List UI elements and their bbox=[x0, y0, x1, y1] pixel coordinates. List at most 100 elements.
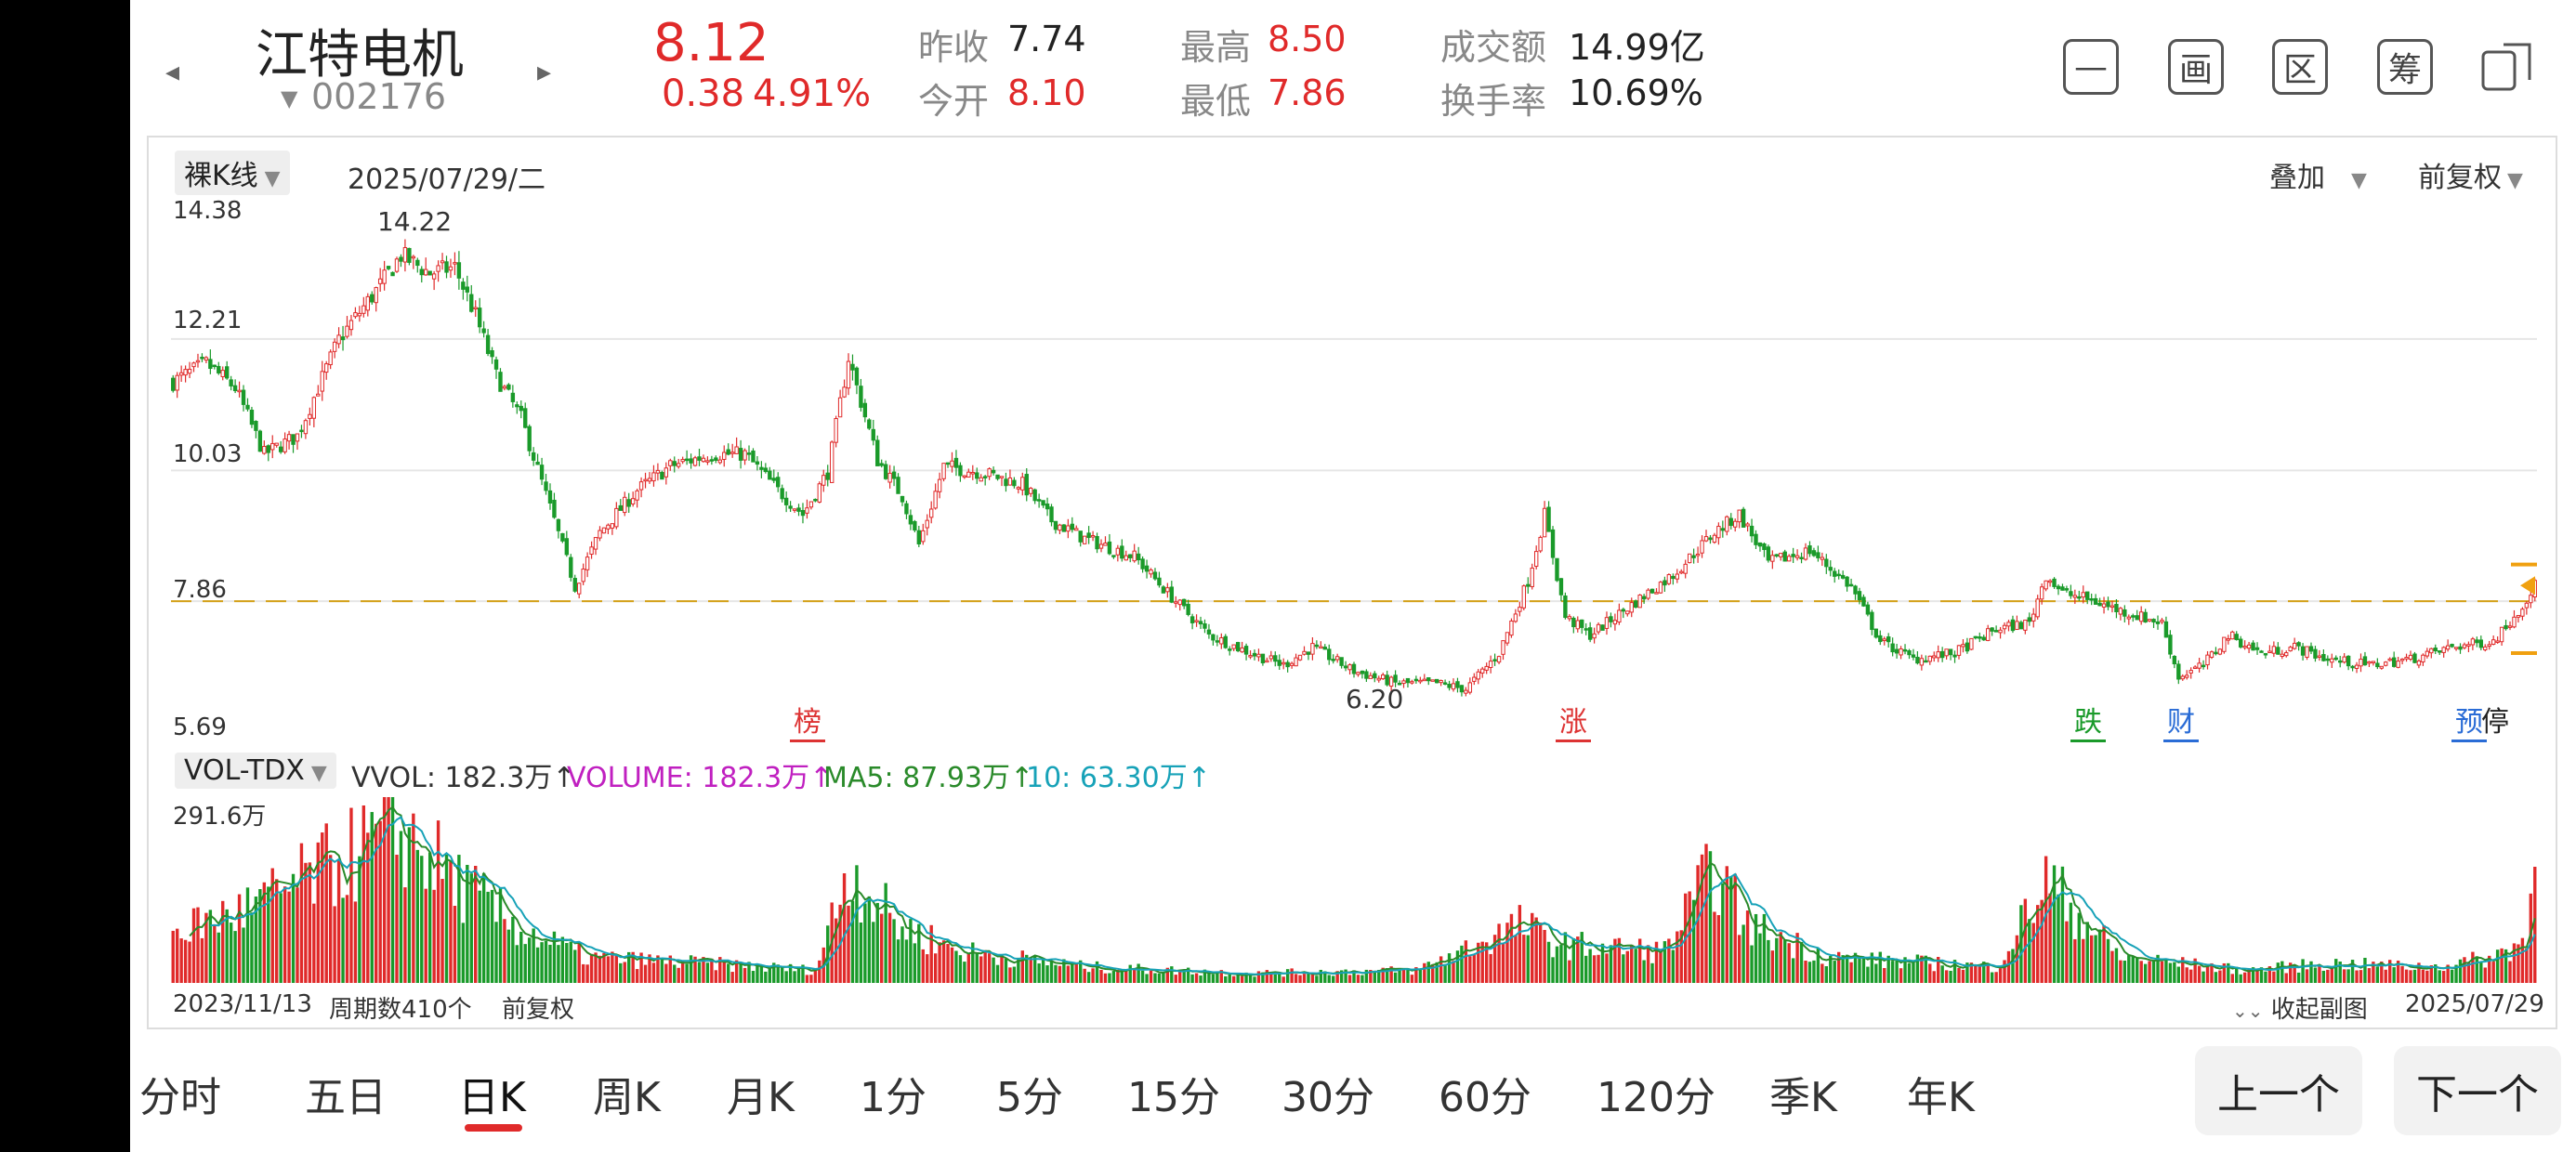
zone-icon[interactable]: 区 bbox=[2272, 39, 2328, 95]
volume-bar bbox=[1691, 899, 1696, 983]
volume-bar bbox=[1555, 946, 1559, 983]
candle-body bbox=[630, 498, 636, 504]
volume-bar bbox=[1551, 957, 1555, 983]
volume-bar bbox=[685, 963, 689, 983]
tab-3[interactable]: 周K bbox=[593, 1074, 661, 1121]
adjust-select[interactable]: 前复权 ▼ bbox=[2418, 162, 2523, 194]
volume-bar bbox=[1663, 941, 1667, 983]
collapse-sub-chart[interactable]: ⌄⌄ 收起副图 bbox=[2232, 990, 2368, 1025]
volume-bar bbox=[2504, 949, 2508, 983]
volume-bar bbox=[2239, 974, 2242, 983]
volume-bar bbox=[2048, 893, 2052, 983]
volume-bar bbox=[1965, 962, 1969, 983]
tab-0[interactable]: 分时 bbox=[139, 1074, 221, 1121]
candle-body bbox=[2450, 644, 2454, 648]
volume-bar bbox=[2028, 919, 2031, 983]
volume-bar bbox=[407, 827, 412, 983]
candle-body bbox=[2507, 625, 2513, 628]
device-switch-icon[interactable] bbox=[2479, 39, 2535, 95]
marker-limit-up[interactable]: 涨 bbox=[1556, 706, 1591, 742]
candle-body bbox=[1542, 507, 1547, 538]
chips-icon[interactable]: 筹 bbox=[2377, 39, 2433, 95]
volume-bar bbox=[1393, 972, 1398, 983]
tab-7[interactable]: 15分 bbox=[1127, 1074, 1220, 1121]
candle-body bbox=[493, 359, 499, 370]
candle-body bbox=[1360, 670, 1365, 674]
volume-bar bbox=[1248, 975, 1253, 983]
marker-suspend[interactable]: 停 bbox=[2481, 706, 2509, 739]
ma10-value: 10: 63.30万↑ bbox=[1026, 762, 1211, 794]
minimize-icon[interactable]: — bbox=[2063, 39, 2119, 95]
volume-bar bbox=[2392, 967, 2396, 983]
tab-1[interactable]: 五日 bbox=[305, 1074, 387, 1121]
tab-11[interactable]: 季K bbox=[1769, 1074, 1837, 1121]
volume-bar bbox=[2441, 971, 2446, 983]
tab-8[interactable]: 30分 bbox=[1281, 1074, 1374, 1121]
volume-bar bbox=[1086, 972, 1091, 983]
volume-bar bbox=[1032, 955, 1037, 983]
kline-type-select[interactable]: 裸K线 ▼ bbox=[175, 151, 290, 195]
volume-bar bbox=[759, 964, 764, 983]
volume-bar bbox=[2425, 970, 2429, 983]
candle-body bbox=[887, 472, 892, 483]
volume-bar bbox=[250, 912, 254, 983]
tab-6[interactable]: 5分 bbox=[996, 1074, 1063, 1121]
volume-bar bbox=[693, 956, 697, 983]
candle-body bbox=[436, 265, 440, 272]
candle-body bbox=[515, 404, 519, 408]
volume-bar bbox=[1704, 844, 1708, 983]
tab-4[interactable]: 月K bbox=[727, 1074, 795, 1121]
candle-body bbox=[677, 463, 681, 467]
volume-bar bbox=[412, 813, 415, 983]
tab-9[interactable]: 60分 bbox=[1439, 1074, 1531, 1121]
candle-body bbox=[535, 461, 540, 465]
volume-bar bbox=[1398, 969, 1401, 983]
picture-icon[interactable]: 画 bbox=[2168, 39, 2224, 95]
candle-body bbox=[1351, 663, 1357, 674]
volume-bar bbox=[1489, 953, 1492, 983]
marker-finance[interactable]: 财 bbox=[2163, 706, 2199, 742]
candle-body bbox=[1998, 629, 2003, 634]
marker-forecast[interactable]: 预 bbox=[2451, 706, 2487, 742]
candle-body bbox=[867, 419, 872, 429]
candle-body bbox=[237, 389, 242, 393]
volume-bar bbox=[1439, 956, 1443, 983]
tab-10[interactable]: 120分 bbox=[1597, 1074, 1715, 1121]
volume-bar bbox=[1492, 935, 1497, 983]
volume-bar bbox=[1932, 971, 1936, 983]
tab-12[interactable]: 年K bbox=[1907, 1074, 1975, 1121]
volume-bar bbox=[1477, 942, 1480, 983]
candle-body bbox=[1865, 604, 1871, 615]
candle-body bbox=[668, 460, 673, 466]
candle-body bbox=[1066, 525, 1071, 532]
volume-bar bbox=[1654, 941, 1659, 983]
candle-body bbox=[987, 468, 992, 478]
candle-body bbox=[453, 262, 457, 265]
next-stock-arrow-icon[interactable]: ▸ bbox=[537, 56, 552, 88]
tab-2[interactable]: 日K bbox=[458, 1074, 526, 1121]
marker-list[interactable]: 榜 bbox=[790, 706, 825, 742]
volume-bar bbox=[200, 937, 204, 983]
volume-bar bbox=[2097, 929, 2102, 983]
volume-chart[interactable] bbox=[171, 797, 2537, 988]
candle-body bbox=[1811, 550, 1817, 556]
marker-limit-down[interactable]: 跌 bbox=[2070, 706, 2106, 742]
current-price: 8.12 bbox=[653, 13, 769, 73]
prev-stock-arrow-icon[interactable]: ◂ bbox=[165, 56, 180, 88]
candle-body bbox=[2408, 654, 2413, 660]
dropdown-icon[interactable]: ▼ bbox=[281, 85, 298, 111]
indicator-select[interactable]: VOL-TDX ▼ bbox=[175, 753, 336, 789]
overlay-select[interactable]: 叠加 ▼ bbox=[2269, 162, 2367, 194]
candle-body bbox=[2064, 588, 2070, 591]
y-label-bottom: 5.69 bbox=[173, 713, 227, 741]
volume-bar bbox=[1546, 941, 1551, 983]
candle-body bbox=[2292, 642, 2297, 649]
tab-5[interactable]: 1分 bbox=[860, 1074, 927, 1121]
candle-body bbox=[1716, 526, 1721, 539]
next-button[interactable]: 下一个 bbox=[2394, 1046, 2561, 1135]
volume-bar bbox=[1841, 955, 1845, 983]
candle-body bbox=[1169, 586, 1175, 603]
candlestick-chart[interactable] bbox=[171, 195, 2537, 749]
prev-button[interactable]: 上一个 bbox=[2195, 1046, 2362, 1135]
volume-bar bbox=[1037, 963, 1041, 983]
